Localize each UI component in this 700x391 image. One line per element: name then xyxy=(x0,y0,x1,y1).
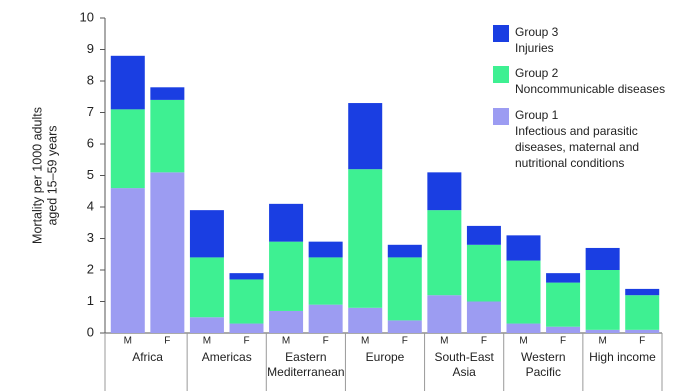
legend-label: Group 3 xyxy=(515,25,559,39)
x-tick-label: F xyxy=(323,336,329,347)
legend-label: Group 2 xyxy=(515,66,559,80)
bar-segment xyxy=(546,282,581,327)
y-tick-label: 6 xyxy=(87,135,94,150)
bar-segment xyxy=(348,103,383,170)
x-tick-label: M xyxy=(361,336,369,347)
y-tick-label: 7 xyxy=(87,104,94,119)
x-tick-label: M xyxy=(282,336,290,347)
bar-segment xyxy=(150,99,185,173)
x-tick-label: M xyxy=(598,336,606,347)
y-tick-label: 3 xyxy=(87,230,94,245)
legend-swatch xyxy=(493,108,509,125)
bar-segment xyxy=(229,273,264,280)
bar-segment xyxy=(189,257,224,318)
group-label: Eastern xyxy=(285,350,326,364)
bar-segment xyxy=(229,279,264,324)
bar-segment xyxy=(348,307,383,333)
bar-segment xyxy=(506,260,541,324)
y-axis-label: Mortality per 1000 adults xyxy=(30,107,44,244)
bar-segment xyxy=(110,188,145,333)
bar-segment xyxy=(110,109,145,189)
x-tick-label: F xyxy=(164,336,170,347)
group-label: Mediterranean xyxy=(267,365,344,379)
x-tick-label: M xyxy=(124,336,132,347)
legend-label: Group 1 xyxy=(515,108,559,122)
bar-segment xyxy=(150,87,185,100)
bar-segment xyxy=(427,295,462,333)
y-axis-label: aged 15–59 years xyxy=(45,125,59,225)
bar-segment xyxy=(546,326,581,333)
x-tick-label: M xyxy=(440,336,448,347)
group-label: South-East xyxy=(434,350,494,364)
group-label: Africa xyxy=(132,350,163,364)
legend-description: Injuries xyxy=(515,41,554,55)
bar-segment xyxy=(427,172,462,211)
group-label: Pacific xyxy=(526,365,561,379)
bar-segment xyxy=(427,210,462,296)
bar-segment xyxy=(466,225,501,245)
x-tick-label: M xyxy=(203,336,211,347)
legend-description: diseases, maternal and xyxy=(515,140,639,154)
bar-segment xyxy=(387,320,422,333)
y-tick-label: 1 xyxy=(87,293,94,308)
x-tick-label: F xyxy=(481,336,487,347)
bar-segment xyxy=(387,244,422,258)
y-tick-label: 10 xyxy=(80,9,94,24)
bar-segment xyxy=(546,273,581,283)
bar-segment xyxy=(625,295,660,330)
legend-description: nutritional conditions xyxy=(515,156,624,170)
y-tick-label: 5 xyxy=(87,167,94,182)
bar-segment xyxy=(585,329,620,333)
x-tick-label: F xyxy=(639,336,645,347)
y-tick-label: 8 xyxy=(87,72,94,87)
bar-segment xyxy=(387,257,422,321)
bar-segment xyxy=(585,270,620,330)
bar-segment xyxy=(189,210,224,258)
bar-segment xyxy=(269,310,304,333)
y-tick-label: 4 xyxy=(87,198,94,213)
bar-segment xyxy=(625,329,660,333)
bar-segment xyxy=(348,169,383,308)
y-tick-label: 0 xyxy=(87,324,94,339)
bar-segment xyxy=(506,323,541,333)
y-tick-label: 2 xyxy=(87,261,94,276)
y-tick-label: 9 xyxy=(87,41,94,56)
legend-swatch xyxy=(493,25,509,42)
bar-segment xyxy=(506,235,541,261)
legend-swatch xyxy=(493,66,509,83)
bar-segment xyxy=(466,301,501,333)
legend-description: Infectious and parasitic xyxy=(515,124,638,138)
group-label: Americas xyxy=(202,350,252,364)
group-label: Western xyxy=(521,350,565,364)
x-tick-label: F xyxy=(243,336,249,347)
group-label: Asia xyxy=(452,365,476,379)
x-tick-label: M xyxy=(519,336,527,347)
group-label: Europe xyxy=(366,350,405,364)
bar-segment xyxy=(308,241,343,258)
bar-segment xyxy=(308,304,343,333)
group-label: High income xyxy=(589,350,656,364)
x-tick-label: F xyxy=(402,336,408,347)
bar-segment xyxy=(150,172,185,333)
bar-segment xyxy=(229,323,264,333)
legend-description: Noncommunicable diseases xyxy=(515,82,665,96)
bar-segment xyxy=(269,203,304,242)
x-tick-label: F xyxy=(560,336,566,347)
bar-segment xyxy=(585,247,620,270)
bar-segment xyxy=(466,244,501,302)
bar-segment xyxy=(189,317,224,333)
bar-segment xyxy=(110,55,145,110)
bar-segment xyxy=(269,241,304,311)
bar-segment xyxy=(625,288,660,296)
bar-segment xyxy=(308,257,343,305)
